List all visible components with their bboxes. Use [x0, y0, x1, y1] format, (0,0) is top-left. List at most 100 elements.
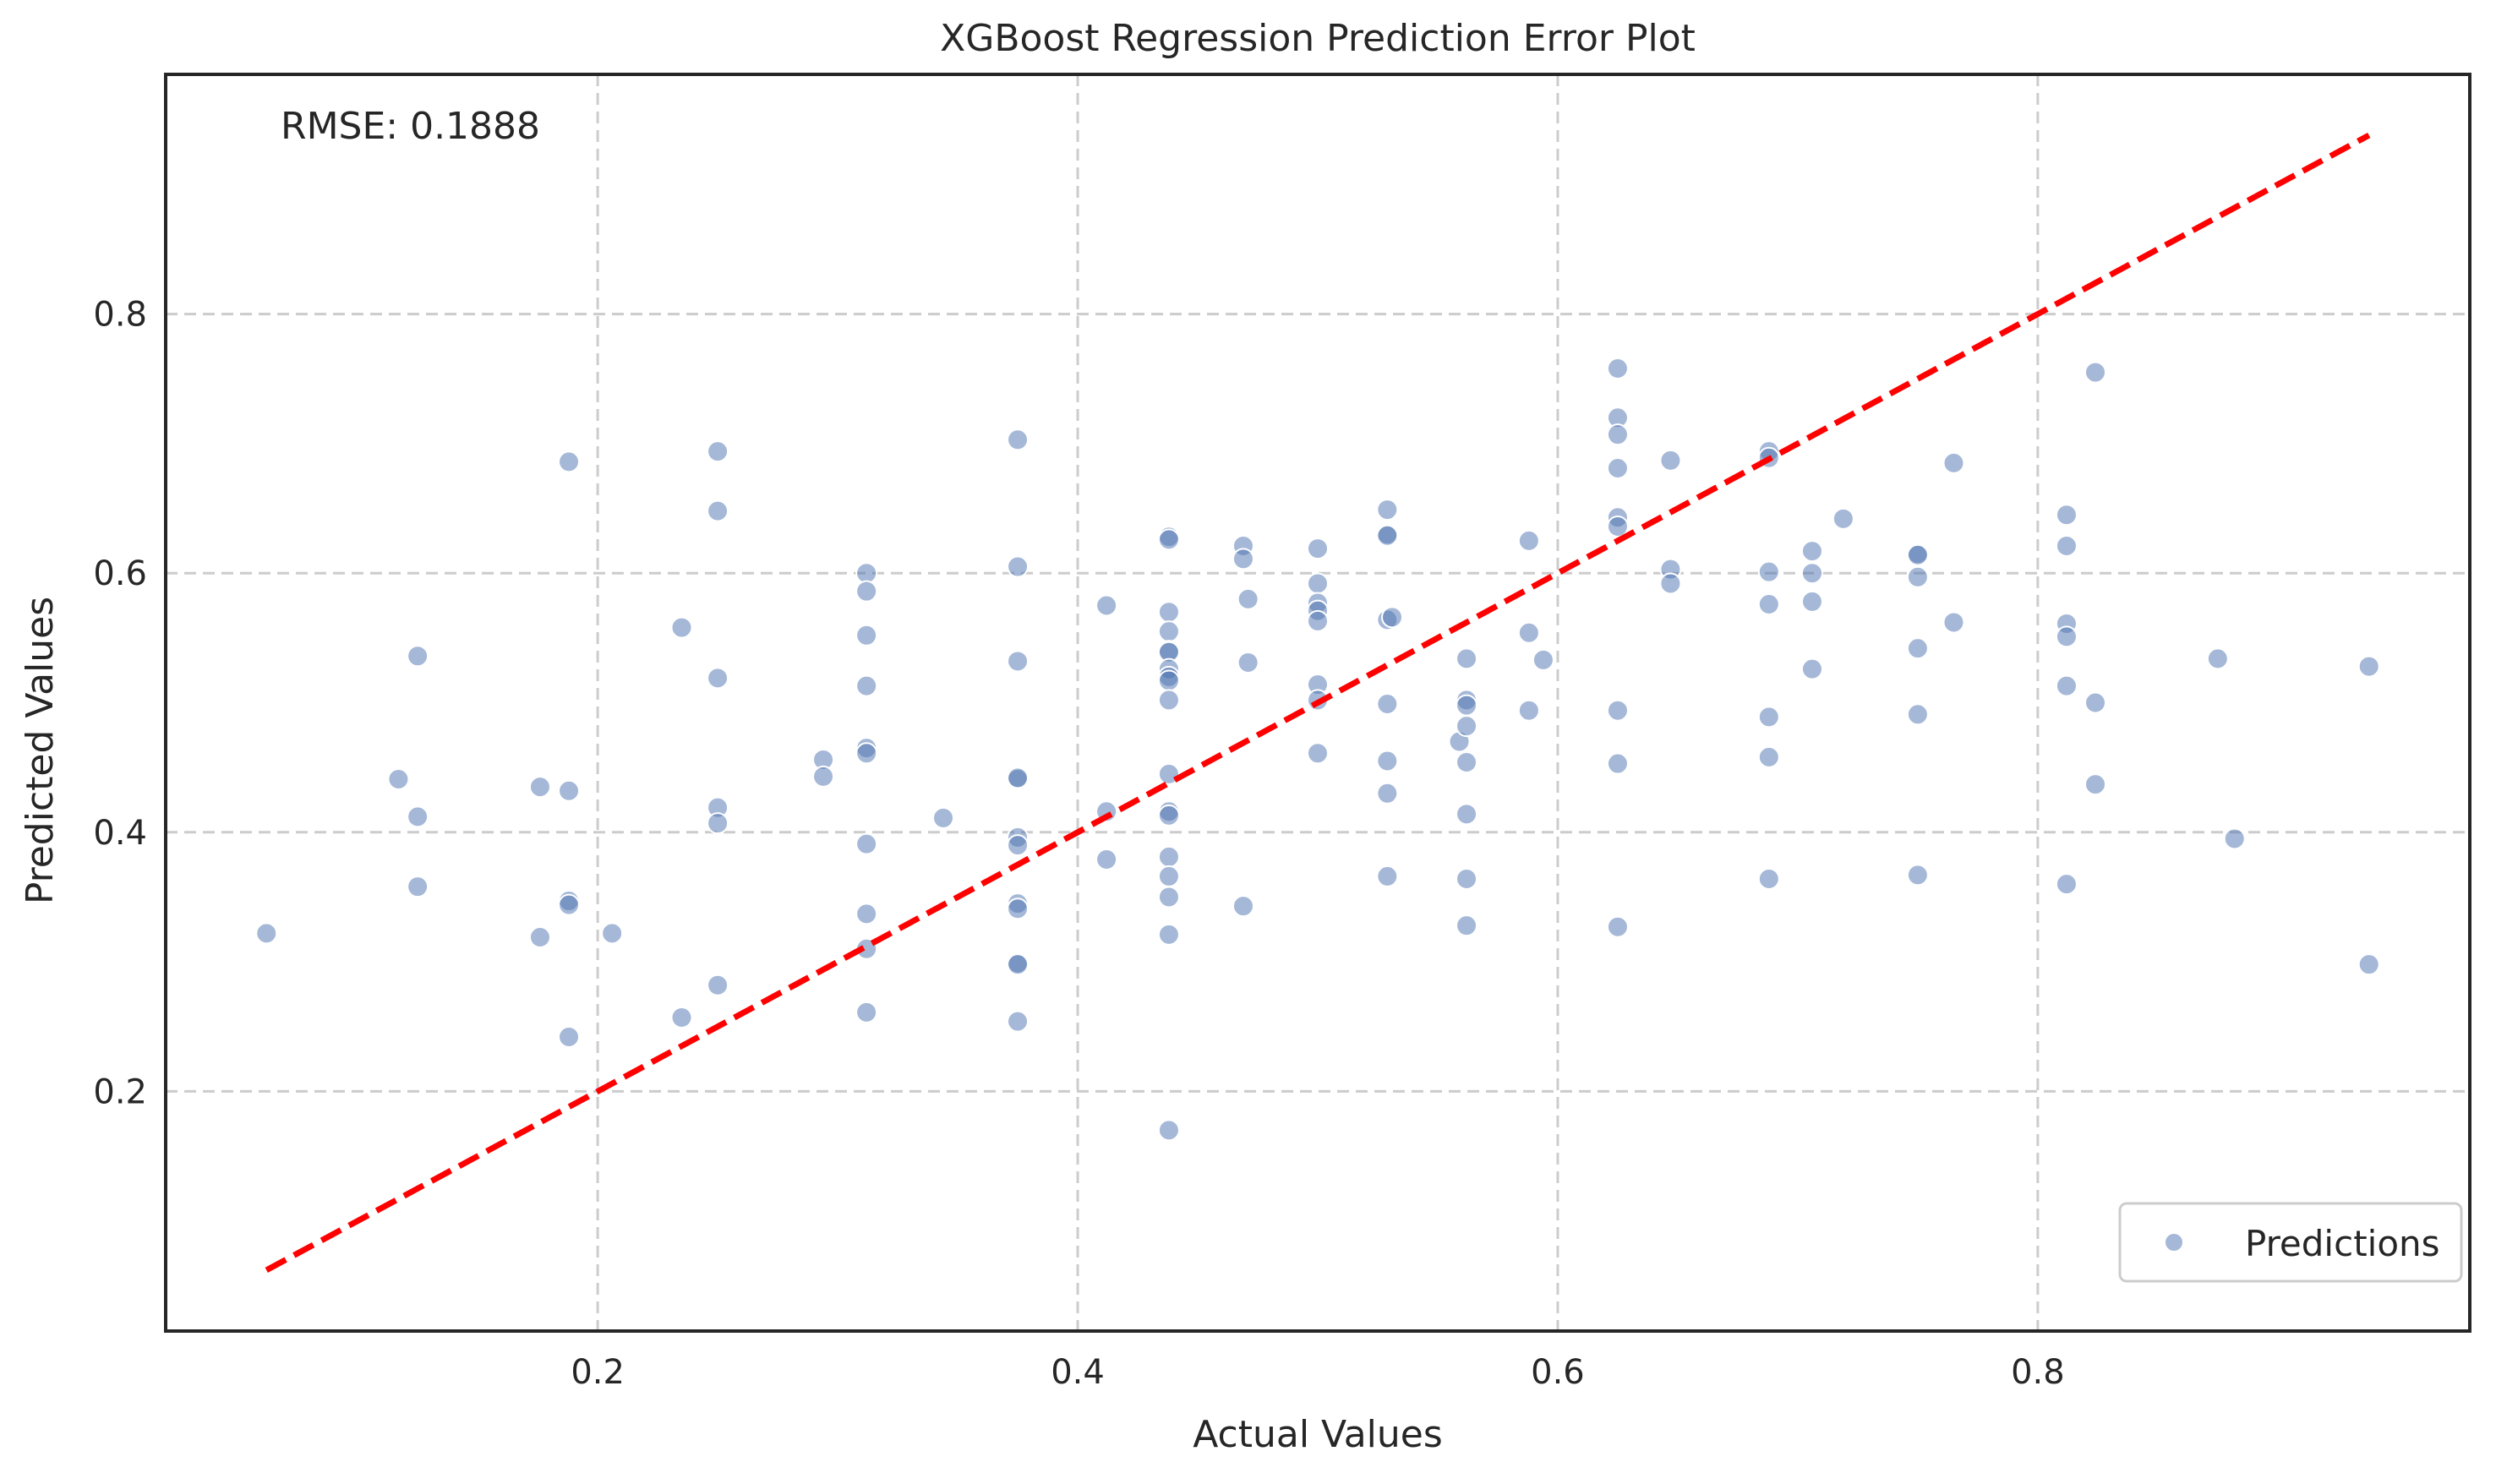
data-point [1157, 886, 1180, 908]
data-point [2055, 535, 2078, 558]
data-point [1157, 669, 1180, 692]
data-point [2084, 691, 2107, 714]
data-point [1157, 528, 1180, 551]
data-point [855, 903, 878, 925]
data-point [1157, 1119, 1180, 1142]
data-point [1456, 914, 1478, 937]
data-point [855, 674, 878, 697]
data-point [1007, 428, 1030, 451]
data-point [855, 624, 878, 647]
data-point [1606, 516, 1629, 538]
data-point [558, 1026, 581, 1049]
data-point [1517, 529, 1540, 552]
data-point [2223, 827, 2246, 850]
x-axis-label: Actual Values [1193, 1413, 1443, 1456]
data-point [558, 779, 581, 802]
data-point [1157, 762, 1180, 785]
legend-marker [2164, 1232, 2184, 1252]
data-point [1456, 867, 1478, 890]
data-point [1906, 637, 1929, 660]
data-point [2055, 625, 2078, 648]
data-point [1157, 865, 1180, 887]
legend: Predictions [2118, 1202, 2463, 1283]
x-tick-label: 0.4 [1051, 1353, 1105, 1392]
data-point [1456, 694, 1478, 717]
data-point [1232, 548, 1254, 570]
data-point [1606, 357, 1629, 379]
data-point [1456, 715, 1478, 738]
data-point [1376, 693, 1399, 716]
data-point [1606, 457, 1629, 480]
data-point [1942, 451, 1965, 474]
data-point [855, 1001, 878, 1023]
data-point [1757, 745, 1780, 768]
data-point [1757, 560, 1780, 583]
chart-title: XGBoost Regression Prediction Error Plot [940, 17, 1696, 60]
data-point [1095, 848, 1118, 870]
legend-box [2118, 1202, 2463, 1283]
data-point [1007, 1010, 1030, 1033]
data-point [707, 974, 729, 996]
data-point [1517, 621, 1540, 644]
data-point [1832, 507, 1854, 530]
data-point [1007, 834, 1030, 857]
data-point [1800, 590, 1823, 613]
data-point [1532, 648, 1554, 671]
scatter-points [255, 357, 2380, 1142]
data-point [1157, 804, 1180, 827]
data-point [528, 776, 551, 799]
x-tick-label: 0.8 [2011, 1353, 2065, 1392]
data-point [1659, 449, 1682, 472]
data-point [670, 616, 693, 639]
data-point [1232, 895, 1254, 918]
data-point [407, 645, 429, 668]
legend-label-predictions: Predictions [2245, 1223, 2440, 1264]
data-point [528, 925, 551, 948]
plot-frame [164, 73, 2471, 1333]
data-point [1606, 752, 1629, 775]
data-point [1800, 540, 1823, 563]
data-point [1307, 572, 1329, 595]
grid-lines [166, 74, 2470, 1331]
data-point [1606, 915, 1629, 938]
data-point [1007, 650, 1030, 673]
rmse-annotation: RMSE: 0.1888 [281, 105, 540, 148]
data-point [2206, 647, 2229, 670]
data-point [1517, 699, 1540, 722]
x-tick-label: 0.2 [571, 1353, 625, 1392]
data-point [1800, 562, 1823, 585]
data-point [855, 580, 878, 603]
data-point [707, 440, 729, 463]
data-point [387, 767, 410, 790]
data-point [1942, 611, 1965, 634]
data-point [1757, 706, 1780, 728]
data-point [601, 922, 624, 945]
x-tick-label: 0.6 [1531, 1353, 1585, 1392]
data-point [855, 742, 878, 765]
data-point [1237, 587, 1259, 610]
data-point [1007, 555, 1030, 578]
data-point [2357, 655, 2380, 678]
data-point [1456, 751, 1478, 774]
y-tick-label: 0.4 [93, 814, 147, 853]
y-tick-label: 0.2 [93, 1072, 147, 1111]
data-point [707, 667, 729, 690]
data-point [407, 805, 429, 828]
data-point [1237, 651, 1259, 674]
data-point [1906, 565, 1929, 588]
data-point [2084, 361, 2107, 384]
perfect-prediction-line [265, 132, 2371, 1274]
data-point [558, 450, 581, 473]
data-point [2055, 504, 2078, 526]
data-point [1906, 864, 1929, 887]
data-point [1157, 923, 1180, 946]
data-point [1757, 867, 1780, 890]
data-point [2357, 953, 2380, 976]
data-point [670, 1007, 693, 1029]
reference-line-layer [265, 132, 2371, 1274]
axis-ticks: 0.2 0.4 0.6 0.8 0.2 0.4 0.6 0.8 [93, 296, 2064, 1392]
data-point [1906, 543, 1929, 566]
data-point [558, 893, 581, 916]
data-point [1659, 572, 1682, 595]
